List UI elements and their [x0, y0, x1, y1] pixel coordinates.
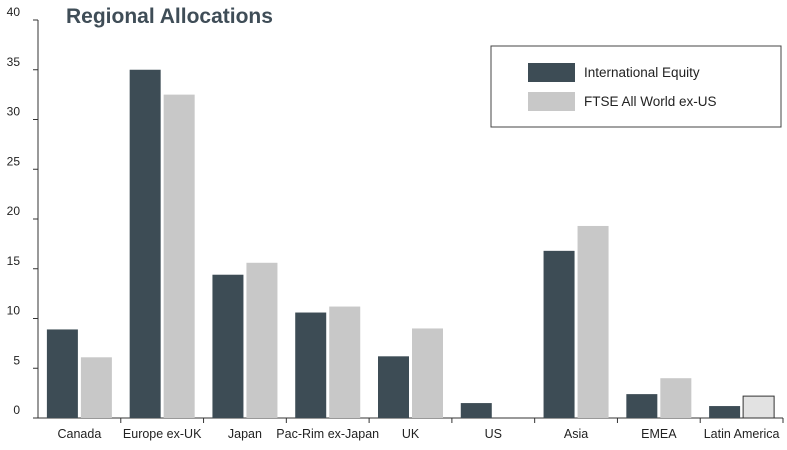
bar-international-equity	[129, 69, 161, 418]
bar-international-equity	[709, 406, 741, 418]
bar-ftse-all-world-ex-us	[412, 328, 443, 418]
bar-international-equity	[460, 403, 492, 418]
x-tick-label: Asia	[564, 427, 588, 441]
legend-swatch	[528, 63, 575, 82]
bar-ftse-all-world-ex-us	[329, 306, 361, 418]
x-tick-label: Europe ex-UK	[123, 427, 202, 441]
bar-international-equity	[543, 250, 575, 418]
x-tick-label: Canada	[57, 427, 101, 441]
y-tick-label: 0	[13, 403, 20, 417]
legend-box	[490, 45, 782, 128]
bar-ftse-all-world-ex-us	[742, 395, 775, 419]
x-tick-label: Japan	[228, 427, 262, 441]
legend-label: FTSE All World ex-US	[584, 94, 717, 109]
legend-swatch	[528, 92, 575, 111]
bar-ftse-all-world-ex-us	[163, 94, 195, 418]
y-tick-label: 15	[7, 254, 21, 268]
bar-ftse-all-world-ex-us	[80, 357, 112, 418]
y-tick-label: 10	[7, 304, 21, 318]
x-tick-label: Latin America	[704, 427, 780, 441]
bar-international-equity	[295, 312, 327, 418]
bar-international-equity	[378, 356, 409, 418]
bar-ftse-all-world-ex-us	[660, 378, 692, 418]
x-tick-label: US	[485, 427, 502, 441]
bar-international-equity	[626, 394, 658, 418]
x-tick-label: UK	[402, 427, 420, 441]
y-tick-label: 40	[7, 5, 21, 19]
x-tick-label: Pac-Rim ex-Japan	[276, 427, 379, 441]
y-tick-label: 35	[7, 55, 21, 69]
bar-ftse-all-world-ex-us	[577, 225, 609, 418]
x-tick-label: EMEA	[641, 427, 677, 441]
legend-label: International Equity	[584, 65, 700, 80]
bar-international-equity	[212, 274, 244, 418]
bar-ftse-all-world-ex-us	[246, 262, 278, 418]
y-tick-label: 5	[13, 353, 20, 367]
y-tick-label: 30	[7, 105, 21, 119]
y-tick-label: 20	[7, 204, 21, 218]
y-tick-label: 25	[7, 154, 21, 168]
bar-international-equity	[46, 329, 78, 418]
chart-title: Regional Allocations	[66, 5, 273, 28]
